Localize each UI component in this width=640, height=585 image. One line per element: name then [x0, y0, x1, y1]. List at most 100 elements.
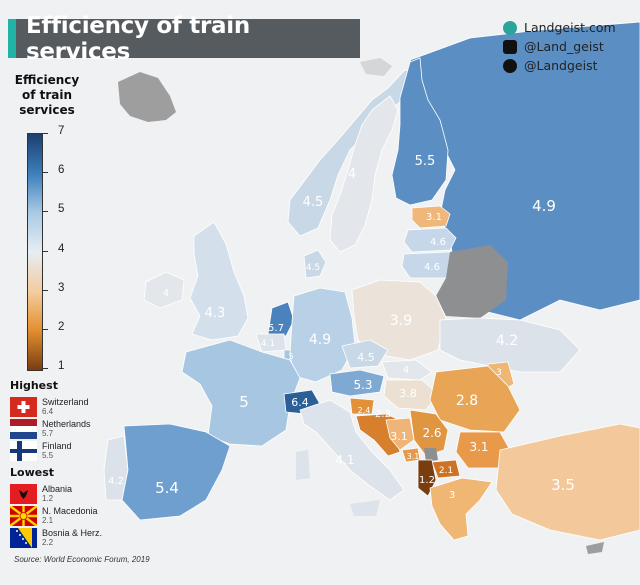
value-slovenia: 2.4 — [358, 406, 371, 415]
value-sweden: 4 — [348, 167, 356, 182]
flag-albania-icon — [10, 484, 37, 504]
entry-name: Finland — [42, 441, 72, 451]
lowest-heading: Lowest — [10, 466, 54, 479]
region-france — [181, 339, 301, 447]
entry-name: Bosnia & Herz. — [42, 528, 103, 538]
region-sicily — [350, 500, 380, 516]
value-denmark: 4.5 — [306, 263, 320, 273]
value-romania: 2.8 — [456, 393, 478, 409]
instagram-label: @Land_geist — [524, 39, 604, 54]
legend-tick — [42, 290, 48, 291]
legend-tick — [42, 211, 48, 212]
value-norway: 4.5 — [303, 195, 324, 210]
entry-name: N. Macedonia — [42, 506, 98, 516]
legend-tick-label: 3 — [58, 282, 65, 294]
value-bulgaria: 3.1 — [469, 440, 488, 454]
value-estonia: 3.1 — [426, 212, 442, 223]
instagram-icon — [503, 39, 517, 54]
value-poland: 3.9 — [390, 313, 412, 329]
legend-tick-label: 5 — [58, 203, 65, 215]
legend-tick-label: 1 — [58, 360, 65, 372]
svalbard-shape — [360, 58, 392, 76]
website-label: Landgeist.com — [524, 20, 616, 35]
region-czechia — [341, 339, 389, 369]
legend-tick — [42, 251, 48, 252]
value-montenegro: 3.1 — [407, 452, 420, 461]
value-italy: 4.1 — [335, 453, 354, 467]
region-turkey — [495, 423, 640, 541]
twitter-label: @Landgeist — [524, 58, 598, 73]
region-estonia — [411, 205, 451, 229]
region-belarus — [436, 245, 508, 318]
legend-title: Efficiency of train services — [10, 73, 84, 118]
value-bosnia: 3.1 — [390, 430, 408, 443]
lowest-entry-bosnia: Bosnia & Herz. 2.2 — [10, 528, 102, 548]
value-portugal: 4.2 — [108, 476, 124, 487]
legend-tick-label: 2 — [58, 321, 65, 333]
flag-bosnia-icon — [10, 528, 37, 548]
flag-netherlands-icon — [10, 419, 37, 439]
value-czechia: 4.5 — [357, 351, 375, 364]
entry-value: 2.2 — [42, 538, 54, 547]
region-hungary — [383, 379, 439, 411]
region-uk — [189, 221, 249, 341]
value-turkey: 3.5 — [551, 476, 575, 494]
region-cyprus — [586, 542, 604, 554]
social-website[interactable]: Landgeist.com — [503, 20, 616, 35]
highest-entry-netherlands: Netherlands 5.7 — [10, 419, 91, 439]
value-russia: 4.9 — [532, 197, 556, 215]
entry-value: 5.5 — [42, 451, 54, 460]
title-accent-stripe — [8, 19, 16, 58]
entry-value: 5.7 — [42, 429, 54, 438]
value-moldova: 3 — [496, 368, 502, 378]
page-title: Efficiency of train services — [25, 12, 250, 65]
value-france: 5 — [239, 393, 249, 411]
entry-value: 2.1 — [42, 516, 54, 525]
region-slovenia — [349, 397, 375, 415]
social-twitter[interactable]: @Landgeist — [503, 58, 598, 73]
source-note: Source: World Economic Forum, 2019 — [14, 555, 150, 564]
legend-title-line-2: of train — [21, 88, 73, 102]
greenland-shape — [118, 72, 176, 122]
value-austria: 5.3 — [353, 378, 372, 392]
legend-title-line-1: Efficiency — [14, 73, 80, 87]
title-banner: Efficiency of train services — [8, 13, 360, 65]
value-germany: 4.9 — [309, 332, 331, 348]
region-romania — [429, 365, 521, 433]
value-netherlands: 5.7 — [268, 323, 284, 334]
highest-entry-switzerland: Switzerland 6.4 — [10, 397, 89, 417]
value-latvia: 4.6 — [430, 237, 446, 248]
value-croatia: 2.2 — [375, 409, 391, 420]
globe-icon — [503, 20, 517, 35]
region-bosnia — [385, 417, 415, 451]
legend-tick-label: 7 — [58, 125, 65, 137]
lowest-entry-north-macedonia: N. Macedonia 2.1 — [10, 506, 98, 526]
value-north-macedonia: 2.1 — [439, 466, 453, 476]
legend-tick-label: 6 — [58, 164, 65, 176]
region-sweden — [329, 95, 399, 253]
value-belgium: 4.1 — [261, 339, 275, 349]
legend-tick — [42, 368, 48, 369]
value-spain: 5.4 — [155, 479, 179, 497]
legend-tick-label: 4 — [58, 243, 65, 255]
entry-value: 1.2 — [42, 494, 54, 503]
value-finland: 5.5 — [415, 154, 436, 169]
legend-tick — [42, 329, 48, 330]
legend-color-scale — [27, 133, 43, 371]
value-ukraine: 4.2 — [496, 333, 518, 349]
social-instagram[interactable]: @Land_geist — [503, 39, 604, 54]
region-italy — [299, 399, 405, 501]
value-serbia: 2.6 — [422, 426, 441, 440]
value-switzerland: 6.4 — [291, 396, 309, 409]
region-poland — [351, 279, 447, 361]
entry-name: Albania — [42, 484, 73, 494]
value-albania: 1.2 — [419, 475, 435, 486]
region-spain — [121, 423, 231, 521]
value-uk: 4.3 — [205, 306, 226, 321]
region-netherlands — [267, 301, 295, 337]
value-luxembourg: 5 — [288, 352, 293, 361]
region-ukraine — [439, 317, 581, 373]
entry-name: Netherlands — [42, 419, 91, 429]
